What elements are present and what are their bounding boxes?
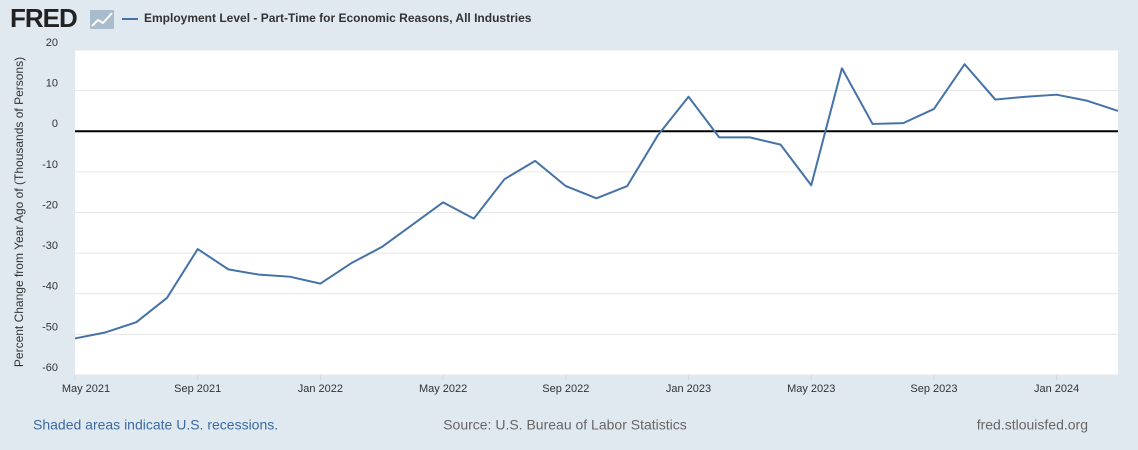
y-tick-label: 20: [46, 37, 58, 49]
x-tick-label: May 2022: [419, 383, 467, 395]
y-tick-label: -10: [42, 159, 58, 171]
logo-icon: [90, 10, 114, 29]
y-tick-label: 10: [46, 78, 58, 90]
x-tick-label: May 2023: [787, 383, 835, 395]
legend-label: Employment Level - Part-Time for Economi…: [144, 11, 532, 25]
x-tick-label: Sep 2023: [910, 383, 957, 395]
recession-note[interactable]: Shaded areas indicate U.S. recessions.: [33, 417, 278, 433]
x-tick-label: Jan 2023: [666, 383, 711, 395]
x-tick-label: May 2021: [62, 383, 110, 395]
x-tick-label: Sep 2022: [542, 383, 589, 395]
y-axis-label: Percent Change from Year Ago of (Thousan…: [12, 57, 26, 367]
series-line: [74, 63, 1119, 340]
x-tick-label: Sep 2021: [174, 383, 221, 395]
y-tick-label: 0: [52, 118, 58, 130]
x-tick-label: Jan 2024: [1034, 383, 1079, 395]
source: Source: U.S. Bureau of Labor Statistics: [443, 417, 687, 433]
y-tick-label: -60: [42, 362, 58, 374]
y-tick-label: -40: [42, 281, 58, 293]
y-tick-label: -30: [42, 240, 58, 252]
y-tick-label: -50: [42, 321, 58, 333]
logo[interactable]: FRED: [10, 3, 78, 33]
y-tick-label: -20: [42, 199, 58, 211]
x-tick-label: Jan 2022: [298, 383, 343, 395]
site[interactable]: fred.stlouisfed.org: [977, 417, 1088, 433]
